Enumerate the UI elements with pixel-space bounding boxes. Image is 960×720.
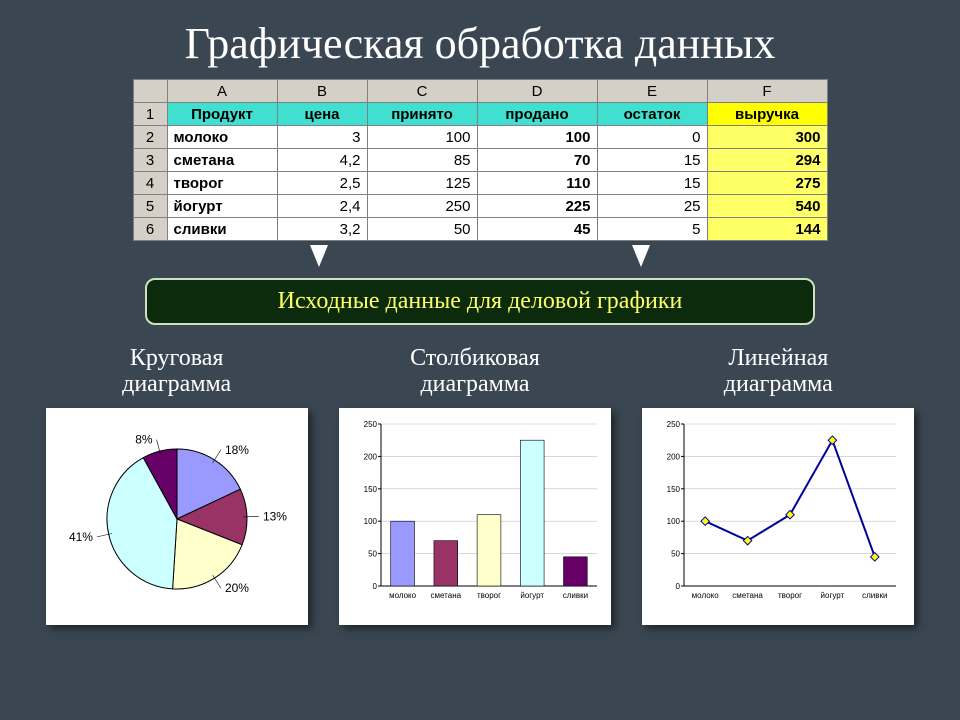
cell-sold: 110	[477, 172, 597, 195]
svg-text:сливки: сливки	[563, 591, 588, 600]
cell-price: 2,5	[277, 172, 367, 195]
header-product: Продукт	[167, 103, 277, 126]
svg-text:50: 50	[671, 549, 680, 558]
cell-product: сметана	[167, 149, 277, 172]
cell-product: йогурт	[167, 195, 277, 218]
pie-chart: 18% 13% 20% 41% 8%	[46, 408, 308, 625]
svg-text:йогурт: йогурт	[520, 591, 544, 600]
col-letter: D	[477, 80, 597, 103]
cell-sold: 45	[477, 218, 597, 241]
cell-rest: 5	[597, 218, 707, 241]
row-num: 3	[133, 149, 167, 172]
arrow-down-icon	[632, 245, 650, 267]
cell-price: 3	[277, 126, 367, 149]
bar-chart: 0 50 100 150 200 250 молоко сметана творог йогурт…	[339, 408, 611, 625]
svg-text:молоко: молоко	[389, 591, 417, 600]
spreadsheet-table: A B C D E F 1Продуктценапринятопроданоос…	[133, 79, 828, 241]
cell-sold: 100	[477, 126, 597, 149]
caption-box: Исходные данные для деловой графики	[145, 278, 815, 325]
cell-price: 4,2	[277, 149, 367, 172]
cell-revenue: 275	[707, 172, 827, 195]
cell-received: 100	[367, 126, 477, 149]
table-row: 6сливки3,250455144	[133, 218, 827, 241]
table-row: 4творог2,512511015275	[133, 172, 827, 195]
svg-text:41%: 41%	[69, 530, 93, 544]
svg-text:0: 0	[676, 582, 681, 591]
svg-text:18%: 18%	[225, 443, 249, 457]
svg-text:250: 250	[667, 420, 681, 429]
svg-text:50: 50	[368, 549, 377, 558]
svg-text:8%: 8%	[135, 432, 153, 446]
cell-received: 85	[367, 149, 477, 172]
svg-text:0: 0	[373, 582, 378, 591]
table-row: 5йогурт2,425022525540	[133, 195, 827, 218]
cell-rest: 25	[597, 195, 707, 218]
row-num: 1	[133, 103, 167, 126]
svg-text:150: 150	[364, 485, 378, 494]
cell-product: молоко	[167, 126, 277, 149]
svg-text:13%: 13%	[263, 509, 287, 523]
header-price: цена	[277, 103, 367, 126]
col-letter: B	[277, 80, 367, 103]
cell-revenue: 294	[707, 149, 827, 172]
line-chart-label: Линейнаядиаграмма	[642, 345, 914, 398]
cell-product: творог	[167, 172, 277, 195]
line-chart: 0 50 100 150 200 250 молоко сметана творог йогурт…	[642, 408, 914, 625]
cell-revenue: 540	[707, 195, 827, 218]
row-num: 4	[133, 172, 167, 195]
svg-text:творог: творог	[477, 591, 501, 600]
arrows	[0, 245, 960, 272]
cell-rest: 0	[597, 126, 707, 149]
svg-text:200: 200	[667, 452, 681, 461]
svg-text:сливки: сливки	[862, 591, 887, 600]
cell-rest: 15	[597, 172, 707, 195]
cell-revenue: 144	[707, 218, 827, 241]
header-revenue: выручка	[707, 103, 827, 126]
cell-rest: 15	[597, 149, 707, 172]
svg-text:сметана: сметана	[733, 591, 764, 600]
cell-price: 3,2	[277, 218, 367, 241]
cell-sold: 225	[477, 195, 597, 218]
cell-sold: 70	[477, 149, 597, 172]
table-row: 3сметана4,2857015294	[133, 149, 827, 172]
header-sold: продано	[477, 103, 597, 126]
row-num: 5	[133, 195, 167, 218]
svg-text:100: 100	[667, 517, 681, 526]
slide-title: Графическая обработка данных	[0, 0, 960, 79]
pie-chart-label: Круговаядиаграмма	[46, 345, 308, 398]
col-letter: A	[167, 80, 277, 103]
cell-product: сливки	[167, 218, 277, 241]
table-row: 2молоко31001000300	[133, 126, 827, 149]
cell-received: 50	[367, 218, 477, 241]
cell-price: 2,4	[277, 195, 367, 218]
bar-chart-label: Столбиковаядиаграмма	[339, 345, 611, 398]
header-received: принято	[367, 103, 477, 126]
col-letter: C	[367, 80, 477, 103]
arrow-down-icon	[310, 245, 328, 267]
svg-text:200: 200	[364, 452, 378, 461]
row-num: 6	[133, 218, 167, 241]
svg-text:сметана: сметана	[430, 591, 461, 600]
header-rest: остаток	[597, 103, 707, 126]
cell-received: 250	[367, 195, 477, 218]
column-letters-row: A B C D E F	[133, 80, 827, 103]
cell-revenue: 300	[707, 126, 827, 149]
col-letter: E	[597, 80, 707, 103]
cell-received: 125	[367, 172, 477, 195]
row-num: 2	[133, 126, 167, 149]
svg-text:150: 150	[667, 485, 681, 494]
svg-text:молоко: молоко	[692, 591, 720, 600]
svg-text:250: 250	[364, 420, 378, 429]
svg-text:20%: 20%	[225, 581, 249, 595]
col-letter: F	[707, 80, 827, 103]
svg-text:100: 100	[364, 517, 378, 526]
svg-text:творог: творог	[778, 591, 802, 600]
svg-text:йогурт: йогурт	[821, 591, 845, 600]
